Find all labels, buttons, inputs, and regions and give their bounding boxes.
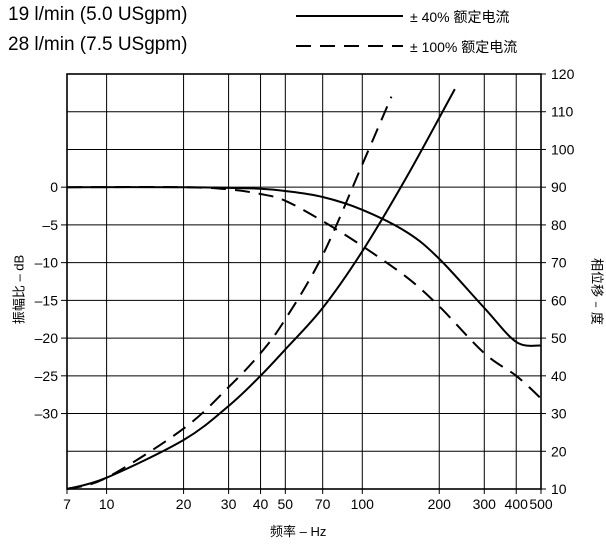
- y-right-tick-label: 80: [551, 217, 567, 233]
- flow-label-1: 19 l/min (5.0 USgpm): [8, 4, 188, 25]
- y-right-tick-label: 60: [551, 292, 567, 308]
- y-right-tick-label: 30: [551, 406, 567, 422]
- x-tick-label: 20: [176, 496, 192, 512]
- legend-dashed-prefix: ± 100%: [410, 39, 458, 55]
- legend-dashed-cjk: 额定电流: [461, 40, 518, 56]
- y-right-tick-label: 90: [551, 179, 567, 195]
- x-tick-label: 400: [505, 496, 529, 512]
- x-tick-label: 300: [473, 496, 497, 512]
- y-left-tick-label: –10: [35, 255, 59, 271]
- y-right-tick-label: 40: [551, 368, 567, 384]
- y-axis-left-label-cjk: 振幅比: [12, 285, 28, 325]
- x-tick-label: 200: [428, 496, 452, 512]
- legend-lines: [296, 15, 403, 47]
- y-right-tick-label: 70: [551, 255, 567, 271]
- y-left-tick-label: –15: [35, 292, 59, 308]
- y-left-tick-label: –30: [35, 406, 59, 422]
- phase-curve-solid: [66, 88, 456, 490]
- y-right-tick-label: 20: [551, 443, 567, 459]
- legend-entry-solid: ± 40% 额定电流: [410, 7, 509, 27]
- grid: [66, 73, 542, 490]
- x-tick-label: 10: [99, 496, 115, 512]
- x-tick-label: 30: [221, 496, 237, 512]
- y-right-tick-label: 50: [551, 330, 567, 346]
- y-right-tick-label: 100: [551, 141, 575, 157]
- y-left-tick-label: –5: [42, 217, 58, 233]
- phase-curve-dashed: [66, 96, 393, 490]
- y-right-tick-label: 110: [551, 104, 574, 120]
- x-tick-label: 7: [63, 496, 71, 512]
- x-axis-ticks: 7 10 20 30 40 50 70 100 200 300 400 500: [63, 489, 553, 512]
- x-axis-label-cjk: 频率: [270, 525, 297, 540]
- legend-solid-cjk: 额定电流: [453, 10, 510, 26]
- y-axis-left-ticks: 0 –5 –10 –15 –20 –25 –30: [35, 179, 67, 422]
- y-left-tick-label: –20: [35, 330, 59, 346]
- y-axis-right-ticks: 10 20 30 40 50 60 70 80 90 100 110 120: [541, 66, 575, 497]
- x-tick-label: 50: [278, 496, 294, 512]
- x-tick-label: 500: [529, 496, 553, 512]
- x-axis-label-unit: – Hz: [296, 524, 327, 539]
- amplitude-curve-dashed: [66, 186, 542, 400]
- flow-label-2: 28 l/min (7.5 USgpm): [8, 34, 188, 55]
- legend-entry-dashed: ± 100% 额定电流: [410, 37, 517, 57]
- y-left-tick-label: –25: [35, 368, 59, 384]
- y-right-tick-label: 120: [551, 66, 575, 82]
- legend-solid-prefix: ± 40%: [410, 9, 450, 25]
- y-left-tick-label: 0: [50, 179, 58, 195]
- x-tick-label: 100: [351, 496, 375, 512]
- y-axis-left-label-unit: – dB: [11, 254, 27, 286]
- y-right-tick-label: 10: [551, 481, 567, 497]
- x-tick-label: 40: [253, 496, 269, 512]
- x-tick-label: 70: [315, 496, 331, 512]
- y-axis-right-label: 相位移 – 度: [588, 258, 604, 325]
- plot-frame: [66, 73, 542, 490]
- series-group: [66, 88, 542, 490]
- x-axis-label: 频率 – Hz: [270, 521, 326, 540]
- y-axis-left-label: 振幅比 – dB: [9, 240, 28, 340]
